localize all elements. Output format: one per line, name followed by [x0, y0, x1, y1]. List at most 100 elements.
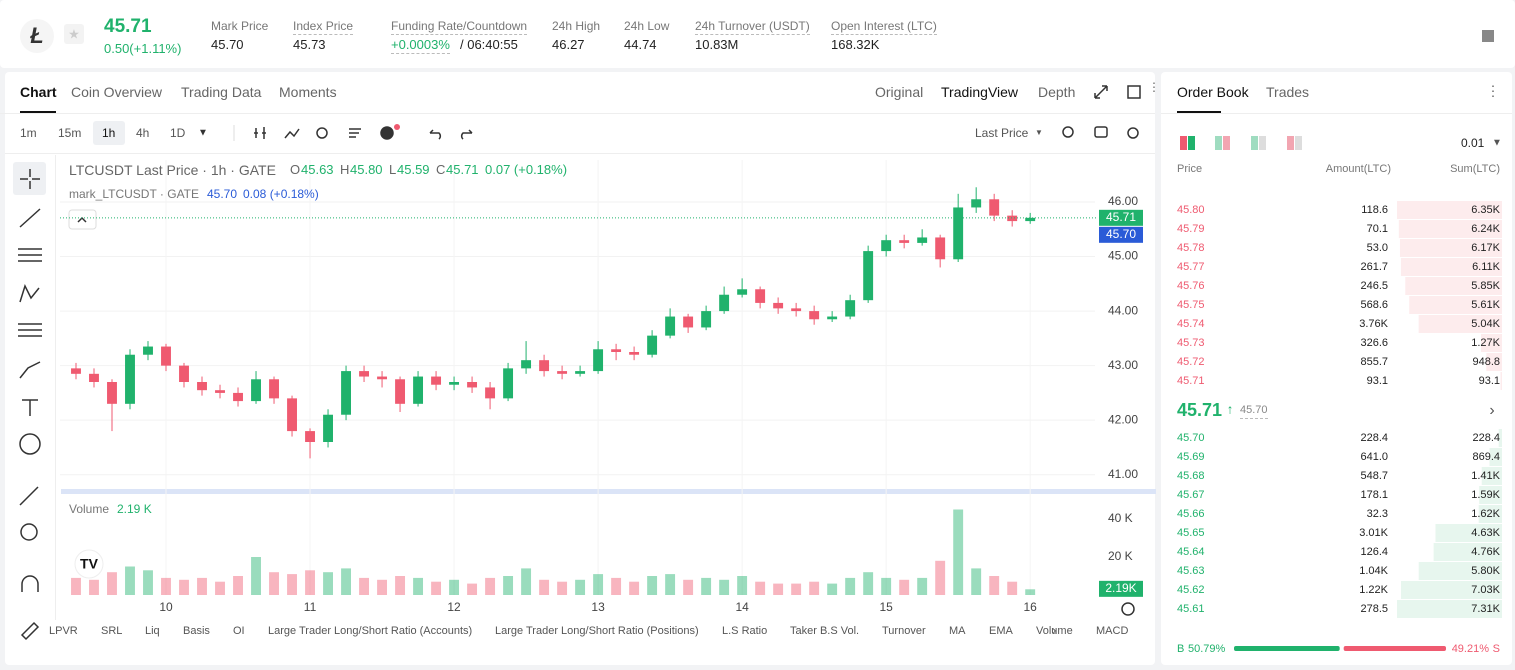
depth-bar [1397, 600, 1502, 618]
tab[interactable]: Coin Overview [71, 84, 163, 100]
column-header: Sum(LTC) [1450, 163, 1500, 175]
stat-value: 10.83M [695, 37, 739, 52]
order-sum: 7.31K [1471, 603, 1500, 615]
precision[interactable]: 0.01 [1461, 136, 1485, 150]
x-tick-label: 11 [304, 600, 317, 614]
view-icon[interactable] [1215, 136, 1222, 150]
stat-label: 24h Low [624, 19, 670, 33]
indicator[interactable]: Taker B.S Vol. [790, 625, 860, 637]
depth-bar [1397, 201, 1502, 219]
volume-bar [575, 579, 586, 595]
indicator[interactable]: MACD [1096, 625, 1129, 637]
replay-icon[interactable] [316, 127, 328, 139]
fib-tool[interactable] [18, 323, 42, 337]
window-icon[interactable] [1127, 85, 1141, 99]
price-source[interactable]: Last Price [975, 126, 1029, 140]
view-tab[interactable]: Original [875, 84, 924, 100]
redo-icon[interactable] [460, 129, 473, 140]
indicator[interactable]: Volume [1036, 625, 1073, 637]
brush-tool[interactable] [19, 361, 41, 379]
menu-icon[interactable]: ⋮ [1148, 80, 1160, 94]
line-tool[interactable] [19, 208, 41, 228]
tab[interactable]: Chart [20, 84, 57, 100]
text-tool[interactable] [22, 399, 38, 416]
view-icon[interactable] [1295, 136, 1302, 150]
candle-icon[interactable] [254, 127, 266, 139]
interval[interactable]: 1m [20, 126, 37, 140]
star: ★ [68, 26, 80, 41]
menu-icon[interactable]: ⋮ [1486, 83, 1500, 99]
depth-bar [1435, 524, 1502, 542]
order-amount: 70.1 [1366, 223, 1388, 235]
indicator[interactable]: Basis [183, 625, 210, 637]
legend-key: L [389, 162, 397, 177]
icon[interactable] [1482, 30, 1494, 42]
zoom-tool[interactable] [20, 523, 38, 541]
crosshair-tool[interactable] [20, 169, 40, 189]
tab[interactable]: Trading Data [181, 84, 262, 100]
ruler-tool[interactable] [19, 486, 39, 506]
indicator[interactable]: Liq [145, 625, 160, 637]
view-tab[interactable]: Depth [1038, 84, 1076, 100]
interval[interactable]: 1h [102, 126, 116, 140]
indicator[interactable]: Large Trader Long/Short Ratio (Positions… [495, 625, 699, 637]
template-icon[interactable] [349, 128, 361, 138]
indicator[interactable]: Turnover [882, 625, 926, 637]
pattern-tool[interactable] [19, 284, 40, 303]
depth-bar [1400, 258, 1502, 276]
expand-icon[interactable] [1094, 85, 1108, 99]
depth-bar [1500, 372, 1502, 390]
stat-value: 45.70 [211, 37, 244, 52]
indicator[interactable]: Large Trader Long/Short Ratio (Accounts) [268, 625, 473, 637]
chevron[interactable]: › [1489, 402, 1494, 419]
search-icon[interactable] [1062, 126, 1074, 138]
depth-bar [1481, 467, 1502, 485]
indicator[interactable]: MA [949, 625, 966, 637]
order-amount: 1.04K [1359, 565, 1388, 577]
interval[interactable]: 4h [136, 126, 150, 140]
toolbar-icons [254, 126, 1139, 140]
view-icon[interactable] [1188, 136, 1195, 150]
tab[interactable]: Moments [279, 84, 337, 100]
undo-icon[interactable] [429, 129, 442, 140]
volume-bar [647, 576, 658, 595]
view-icon[interactable] [1223, 136, 1230, 150]
order-sum: 948.8 [1472, 356, 1500, 368]
view-icon[interactable] [1259, 136, 1266, 150]
chevron[interactable]: › [1052, 622, 1056, 637]
indicator-icon[interactable] [284, 128, 300, 139]
volume-bar [251, 557, 261, 595]
favorite[interactable] [64, 24, 84, 44]
indicator[interactable]: LPVR [49, 625, 78, 637]
indicator[interactable]: SRL [101, 625, 123, 637]
lock-tool[interactable] [20, 621, 40, 641]
volume-bar [179, 579, 189, 595]
settings-icon[interactable] [1127, 127, 1139, 139]
magnet-tool[interactable] [21, 575, 39, 592]
indicator[interactable]: OI [233, 625, 245, 637]
depth-bar [1409, 296, 1502, 314]
order-price: 45.73 [1177, 337, 1205, 349]
settings-icon[interactable] [1121, 602, 1135, 616]
view-tab[interactable]: TradingView [941, 84, 1019, 100]
tab[interactable]: Order Book [1177, 84, 1249, 100]
tab[interactable]: Trades [1266, 84, 1310, 100]
indicator[interactable]: EMA [989, 625, 1013, 637]
indicator[interactable]: L.S Ratio [722, 625, 768, 637]
view-icon[interactable] [1251, 136, 1258, 150]
y-tick-label: 44.00 [1108, 303, 1138, 317]
add-icon[interactable] [380, 126, 394, 140]
channel-tool[interactable] [18, 248, 42, 262]
candle-body [503, 368, 514, 399]
order-sum: 1.59K [1471, 489, 1500, 501]
interval[interactable]: 1D [170, 126, 186, 140]
emoji-tool[interactable] [19, 433, 41, 455]
stat-label[interactable]: Index Price [293, 19, 354, 35]
camera-icon[interactable] [1094, 126, 1108, 138]
volume-bar [377, 579, 388, 595]
view-icon[interactable] [1180, 136, 1187, 150]
view-icon[interactable] [1287, 136, 1294, 150]
interval[interactable]: 15m [58, 126, 82, 140]
candle-body [197, 382, 207, 391]
